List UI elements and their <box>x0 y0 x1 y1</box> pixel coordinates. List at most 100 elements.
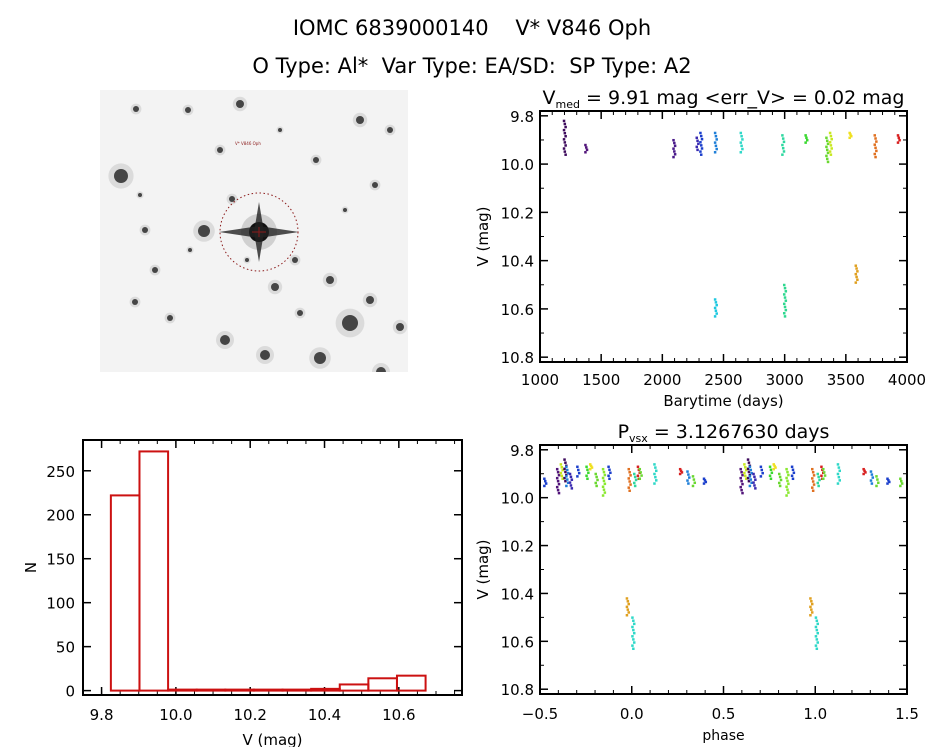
data-point <box>696 148 699 152</box>
x-tick-label: 1.0 <box>803 705 827 723</box>
data-point <box>739 476 742 480</box>
x-tick-label: 3500 <box>827 371 865 389</box>
data-point <box>608 477 611 481</box>
data-point <box>829 134 833 138</box>
star-icon <box>133 106 139 112</box>
data-point <box>566 468 569 472</box>
data-point <box>770 471 774 475</box>
data-point <box>563 150 567 153</box>
x-tick-label: 1500 <box>582 371 620 389</box>
data-point <box>680 471 684 474</box>
data-point <box>570 478 574 481</box>
data-point <box>632 647 635 651</box>
data-point <box>816 481 820 485</box>
data-point <box>836 482 840 485</box>
data-point <box>863 469 866 473</box>
star-glow <box>341 206 349 214</box>
data-point <box>828 141 832 144</box>
data-point <box>628 480 631 483</box>
star-icon <box>236 100 244 108</box>
data-point <box>896 141 900 144</box>
data-point <box>564 125 567 129</box>
star-glow <box>384 124 396 136</box>
data-point <box>829 153 833 156</box>
data-point <box>811 467 814 471</box>
data-point <box>873 143 877 146</box>
star-icon <box>271 283 279 291</box>
star-icon <box>229 196 235 202</box>
data-point <box>699 144 703 147</box>
data-point <box>586 477 589 481</box>
data-point <box>815 647 819 651</box>
y-tick-label: 10.0 <box>501 490 534 508</box>
star-glow <box>216 331 234 349</box>
data-point <box>899 479 903 483</box>
data-point <box>557 473 561 477</box>
data-point <box>828 131 832 135</box>
data-point <box>566 481 570 485</box>
data-point <box>695 145 699 149</box>
data-point <box>816 472 820 476</box>
y-tick-label: 10.2 <box>501 204 534 222</box>
data-point <box>632 638 635 641</box>
data-point <box>699 150 702 153</box>
data-point <box>628 471 631 474</box>
data-point <box>687 482 690 485</box>
y-tick-label: 0 <box>65 683 75 701</box>
data-point <box>811 477 814 480</box>
data-point <box>691 475 695 478</box>
star-icon <box>167 315 173 321</box>
data-point <box>570 487 574 490</box>
star-icon <box>220 335 230 345</box>
data-point <box>849 133 852 136</box>
data-point <box>760 468 764 472</box>
data-point <box>740 470 743 474</box>
data-point <box>562 147 566 150</box>
data-point <box>753 475 756 479</box>
histogram-bar <box>367 677 398 692</box>
data-point <box>817 475 820 479</box>
data-point <box>638 477 642 481</box>
star-icon <box>313 157 319 163</box>
star-icon <box>356 116 364 124</box>
data-point <box>826 160 830 164</box>
data-point <box>576 475 579 478</box>
data-point <box>781 137 785 140</box>
data-point <box>655 479 658 482</box>
histogram-axes: 9.8 10.0 10.2 10.4 10.6 0 50 100 150 200 250 V (mag… <box>22 439 463 747</box>
data-point <box>584 151 587 154</box>
data-point <box>781 143 784 147</box>
data-point <box>543 477 546 481</box>
data-point <box>817 484 820 488</box>
star-icon <box>326 276 334 284</box>
y-tick-label: 150 <box>46 551 75 569</box>
data-point <box>783 305 787 309</box>
data-point <box>696 139 699 143</box>
data-point <box>786 470 789 474</box>
star-glow <box>256 346 274 364</box>
star-icon <box>114 169 128 183</box>
data-point <box>557 491 561 495</box>
data-point <box>836 472 840 476</box>
data-point <box>603 473 607 477</box>
data-point <box>814 625 818 629</box>
data-point <box>785 494 788 497</box>
data-point <box>768 465 772 469</box>
data-point <box>700 137 704 141</box>
data-point <box>874 137 877 140</box>
data-point <box>673 144 677 148</box>
data-point <box>655 469 658 473</box>
data-point <box>784 308 788 312</box>
data-point <box>869 470 873 473</box>
data-point <box>576 465 579 469</box>
sky-image: V* V846 Oph <box>100 90 408 372</box>
star-glow <box>369 179 381 191</box>
data-point <box>741 138 744 141</box>
data-point <box>744 468 748 472</box>
data-point <box>577 471 581 475</box>
data-point <box>787 473 790 477</box>
data-point <box>811 486 814 489</box>
data-point <box>559 471 563 475</box>
data-point <box>773 464 776 468</box>
y-tick-label: 50 <box>56 639 75 657</box>
